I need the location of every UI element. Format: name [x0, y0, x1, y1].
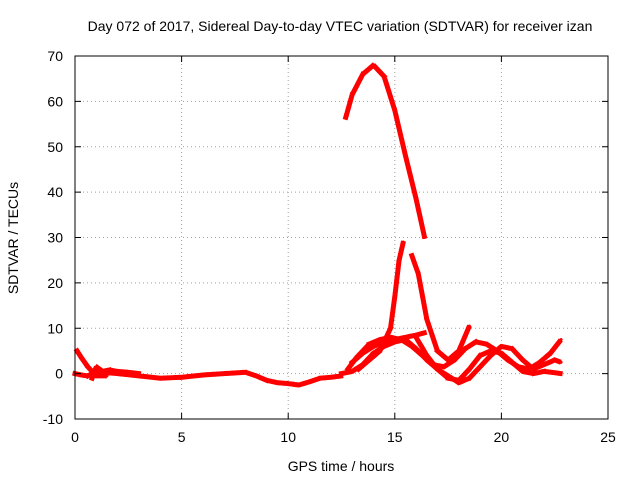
x-tick-label: 15: [387, 429, 403, 445]
y-axis: -10 0 10 20 30 40 50 60 70: [43, 48, 608, 427]
series-markers-track-9: [412, 333, 565, 386]
y-tick-label: 40: [47, 184, 63, 200]
x-tick-label: 0: [71, 429, 79, 445]
series-markers-track-3: [88, 362, 142, 382]
x-tick-label: 5: [178, 429, 186, 445]
x-tick-label: 20: [494, 429, 510, 445]
data-series: [72, 61, 565, 388]
y-tick-label: -10: [43, 411, 63, 427]
y-tick-label: 30: [47, 230, 63, 246]
y-axis-label: SDTVAR / TECUs: [5, 182, 21, 294]
chart-title: Day 072 of 2017, Sidereal Day-to-day VTE…: [88, 18, 593, 34]
series-markers-track-10: [342, 61, 428, 241]
series-markers-track-8: [408, 252, 473, 364]
x-axis-label: GPS time / hours: [288, 458, 395, 474]
x-tick-label: 25: [600, 429, 616, 445]
y-tick-label: 60: [47, 93, 63, 109]
series-markers-track-2: [73, 347, 110, 379]
y-tick-label: 20: [47, 275, 63, 291]
y-tick-label: 0: [55, 366, 63, 382]
x-tick-label: 10: [280, 429, 296, 445]
x-axis: 0 5 10 15 20 25: [71, 56, 616, 445]
y-tick-label: 50: [47, 139, 63, 155]
series-markers-track-7: [355, 239, 407, 373]
y-tick-label: 70: [47, 48, 63, 64]
y-tick-label: 10: [47, 320, 63, 336]
series-track-10: [344, 63, 427, 239]
